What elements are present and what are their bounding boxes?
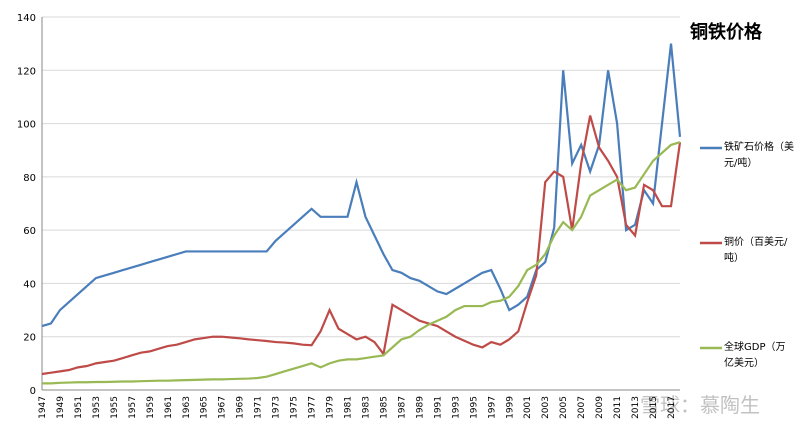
legend-label: 铁矿石价格（美元/吨） xyxy=(724,142,794,169)
legend-label: 全球GDP（万亿美元） xyxy=(724,342,786,369)
series-line xyxy=(41,43,682,328)
x-tick-label: 2001 xyxy=(523,396,533,419)
y-tick-label: 120 xyxy=(17,66,36,77)
y-tick-label: 0 xyxy=(30,386,36,397)
x-tick-label: 1963 xyxy=(182,396,192,419)
x-tick-label: 1999 xyxy=(505,396,515,419)
x-tick-label: 1987 xyxy=(397,396,407,419)
x-tick-label: 1997 xyxy=(487,396,497,419)
x-tick-label: 1979 xyxy=(326,396,336,419)
x-tick-label: 1953 xyxy=(92,396,102,419)
x-tick-label: 2003 xyxy=(541,396,551,419)
x-tick-label: 2015 xyxy=(649,396,659,419)
x-tick-label: 1975 xyxy=(290,396,300,419)
x-tick-label: 1951 xyxy=(74,396,84,419)
x-tick-label: 1995 xyxy=(469,396,479,419)
x-tick-label: 1973 xyxy=(272,396,282,419)
x-tick-label: 2013 xyxy=(631,396,641,419)
y-tick-label: 60 xyxy=(23,226,36,237)
x-tick-label: 1961 xyxy=(164,396,174,419)
x-tick-label: 2017 xyxy=(667,396,677,419)
x-tick-label: 1983 xyxy=(361,396,371,419)
x-tick-label: 2005 xyxy=(559,396,569,419)
x-tick-label: 1957 xyxy=(128,396,138,419)
x-tick-label: 1985 xyxy=(379,396,389,419)
x-tick-label: 1991 xyxy=(433,396,443,419)
x-tick-label: 2007 xyxy=(577,396,587,419)
x-tick-label: 1949 xyxy=(56,396,66,419)
series-line xyxy=(41,115,682,376)
x-tick-label: 1989 xyxy=(415,396,425,419)
x-tick-label: 1955 xyxy=(110,396,120,419)
x-tick-label: 1967 xyxy=(218,396,228,419)
chart-title: 铜铁价格 xyxy=(690,21,763,43)
x-tick-label: 1969 xyxy=(236,396,246,419)
y-tick-label: 20 xyxy=(23,333,36,344)
watermark: 雪球：慕陶生 xyxy=(640,393,760,417)
y-tick-label: 100 xyxy=(17,120,36,131)
x-tick-label: 1947 xyxy=(38,396,48,419)
y-tick-label: 40 xyxy=(23,279,36,290)
x-tick-label: 1981 xyxy=(344,396,354,419)
y-tick-label: 140 xyxy=(17,13,36,24)
x-tick-label: 1993 xyxy=(451,396,461,419)
x-tick-label: 1959 xyxy=(146,396,156,419)
x-tick-label: 2009 xyxy=(595,396,605,419)
x-tick-label: 2011 xyxy=(613,396,623,419)
x-tick-label: 1977 xyxy=(308,396,318,419)
series-line xyxy=(42,141,681,385)
legend-label: 铜价（百美元/吨） xyxy=(724,237,788,264)
x-tick-label: 1971 xyxy=(254,396,264,419)
x-tick-label: 1965 xyxy=(200,396,210,419)
y-tick-label: 80 xyxy=(23,173,36,184)
